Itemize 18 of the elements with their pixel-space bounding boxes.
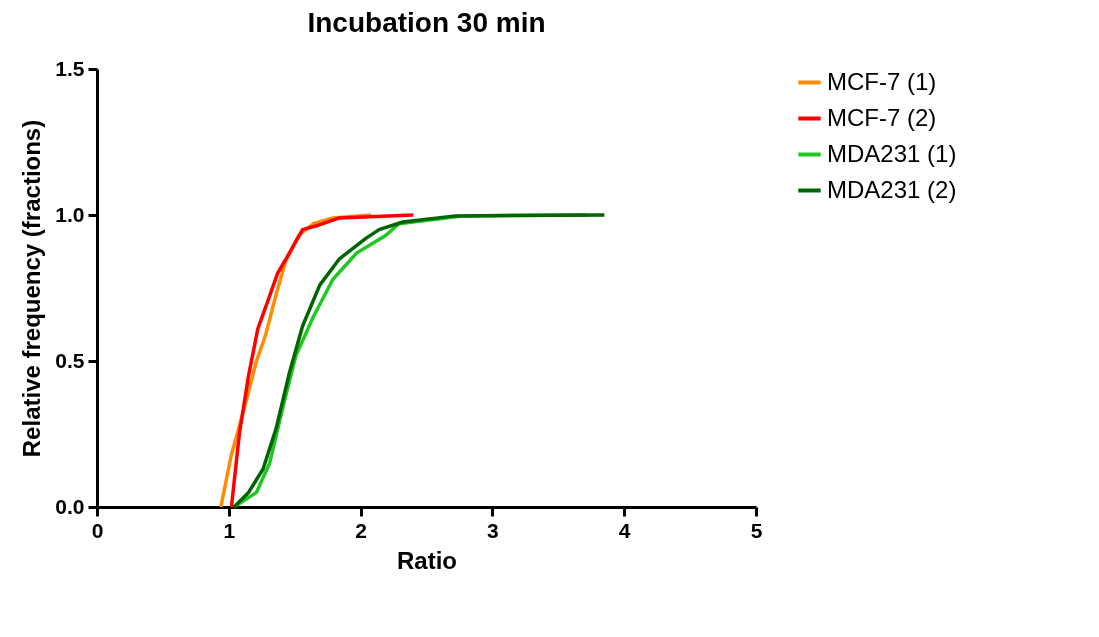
legend-label: MDA231 (2)	[827, 175, 957, 203]
x-tick-label: 2	[355, 518, 367, 542]
line-series	[229, 213, 416, 509]
y-tick-label: 0.5	[55, 348, 85, 372]
legend-label: MDA231 (1)	[827, 139, 957, 167]
x-tick-label: 1	[223, 518, 236, 542]
x-tick-label: 3	[487, 518, 499, 542]
y-axis-title: Relative frequency (fractions)	[18, 119, 46, 458]
y-tick-label: 1.0	[55, 202, 85, 226]
legend-label: MCF-7 (2)	[827, 103, 937, 131]
x-tick-label: 0	[91, 518, 104, 542]
chart-title: Incubation 30 min	[307, 7, 546, 38]
y-tick-label: 0.0	[55, 494, 85, 518]
x-tick-label: 5	[750, 518, 763, 542]
y-tick-label: 1.5	[55, 56, 85, 80]
legend-label: MCF-7 (1)	[827, 67, 937, 95]
x-axis-title: Ratio	[397, 546, 457, 574]
x-tick-label: 4	[618, 518, 631, 542]
